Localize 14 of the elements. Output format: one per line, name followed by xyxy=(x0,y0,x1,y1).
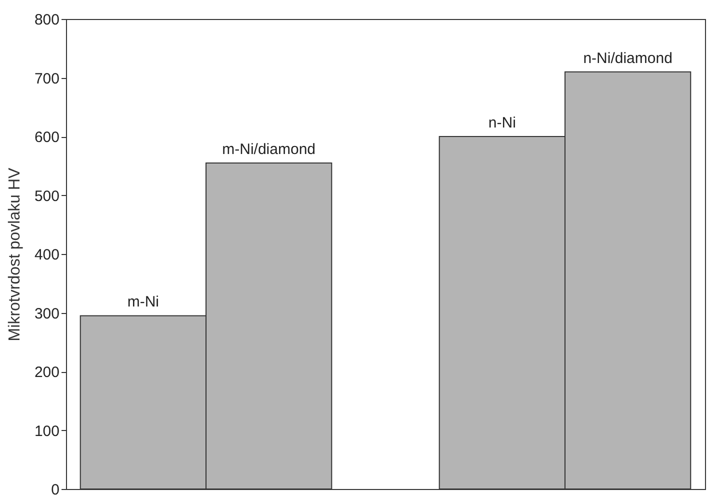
annotation: m-Ni/diamond xyxy=(222,140,316,158)
y-tick-label: 700 xyxy=(34,70,60,88)
annotation: n-Ni xyxy=(488,114,516,132)
y-axis-title: Mikrotvrdost povlaku HV xyxy=(6,167,24,342)
y-tick-label: 100 xyxy=(34,422,60,440)
y-tick-label: 0 xyxy=(51,482,60,498)
y-tick-label: 300 xyxy=(34,305,60,322)
annotation: n-Ni/diamond xyxy=(583,50,672,67)
y-tick-label: 500 xyxy=(34,188,60,205)
y-tick-label: 600 xyxy=(34,129,60,146)
y-tick-label: 200 xyxy=(34,364,60,381)
y-tick-label: 400 xyxy=(34,246,60,264)
y-tick-label: 800 xyxy=(34,12,60,28)
annotation: m-Ni xyxy=(127,294,160,311)
